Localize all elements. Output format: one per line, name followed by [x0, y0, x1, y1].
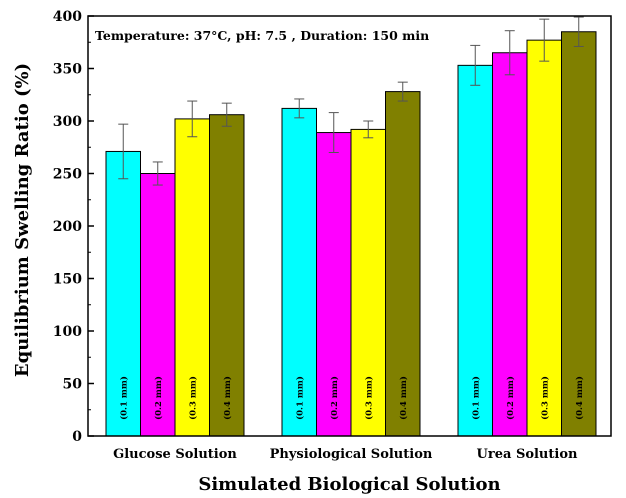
x-category-label: Urea Solution: [477, 447, 578, 462]
bar-thickness-label: (0.3 mm): [539, 376, 550, 420]
y-tick-label: 150: [53, 272, 82, 288]
bar-thickness-label: (0.3 mm): [363, 376, 374, 420]
y-tick-label: 250: [53, 167, 82, 183]
bars-layer: [105, 31, 597, 437]
bar-thickness-label: (0.2 mm): [505, 376, 516, 420]
bar-thickness-label: (0.4 mm): [574, 376, 585, 420]
x-category-label: Physiological Solution: [270, 447, 433, 462]
y-axis-title: Equilibrium Swelling Ratio (%): [12, 63, 33, 377]
bar-thickness-label: (0.4 mm): [222, 376, 233, 420]
x-category-label: Glucose Solution: [113, 447, 237, 462]
bar-labels-layer: (0.1 mm) (0.2 mm) (0.3 mm) (0.4 mm) (0.1 mm)…: [118, 376, 585, 420]
y-tick-label: 350: [53, 62, 82, 78]
x-axis-title: Simulated Biological Solution: [198, 474, 500, 495]
y-tick-label: 200: [53, 219, 82, 235]
bar-thickness-label: (0.4 mm): [398, 376, 409, 420]
bar: [561, 31, 597, 437]
bar-thickness-label: (0.1 mm): [118, 376, 129, 420]
y-tick-label: 0: [72, 429, 82, 445]
bar: [105, 150, 141, 437]
y-axis: 0 50 100 150 200 250 300 350 400: [53, 9, 94, 445]
y-tick-label: 50: [63, 377, 83, 393]
bar-thickness-label: (0.2 mm): [329, 376, 340, 420]
bar: [492, 52, 528, 437]
bar: [209, 114, 245, 437]
bar-thickness-label: (0.3 mm): [187, 376, 198, 420]
y-tick-label: 400: [53, 9, 82, 25]
y-tick-label: 300: [53, 114, 82, 130]
conditions-annotation: Temperature: 37°C, pH: 7.5 , Duration: 1…: [95, 28, 429, 43]
bar: [385, 91, 421, 437]
bar-thickness-label: (0.1 mm): [470, 376, 481, 420]
y-tick-label: 100: [53, 324, 82, 340]
bar: [316, 132, 352, 437]
error-bars-layer: [118, 16, 584, 186]
bar-thickness-label: (0.2 mm): [153, 376, 164, 420]
bar: [140, 173, 176, 437]
bar-thickness-label: (0.1 mm): [294, 376, 305, 420]
x-axis: Glucose Solution Physiological Solution Ur…: [113, 447, 578, 462]
